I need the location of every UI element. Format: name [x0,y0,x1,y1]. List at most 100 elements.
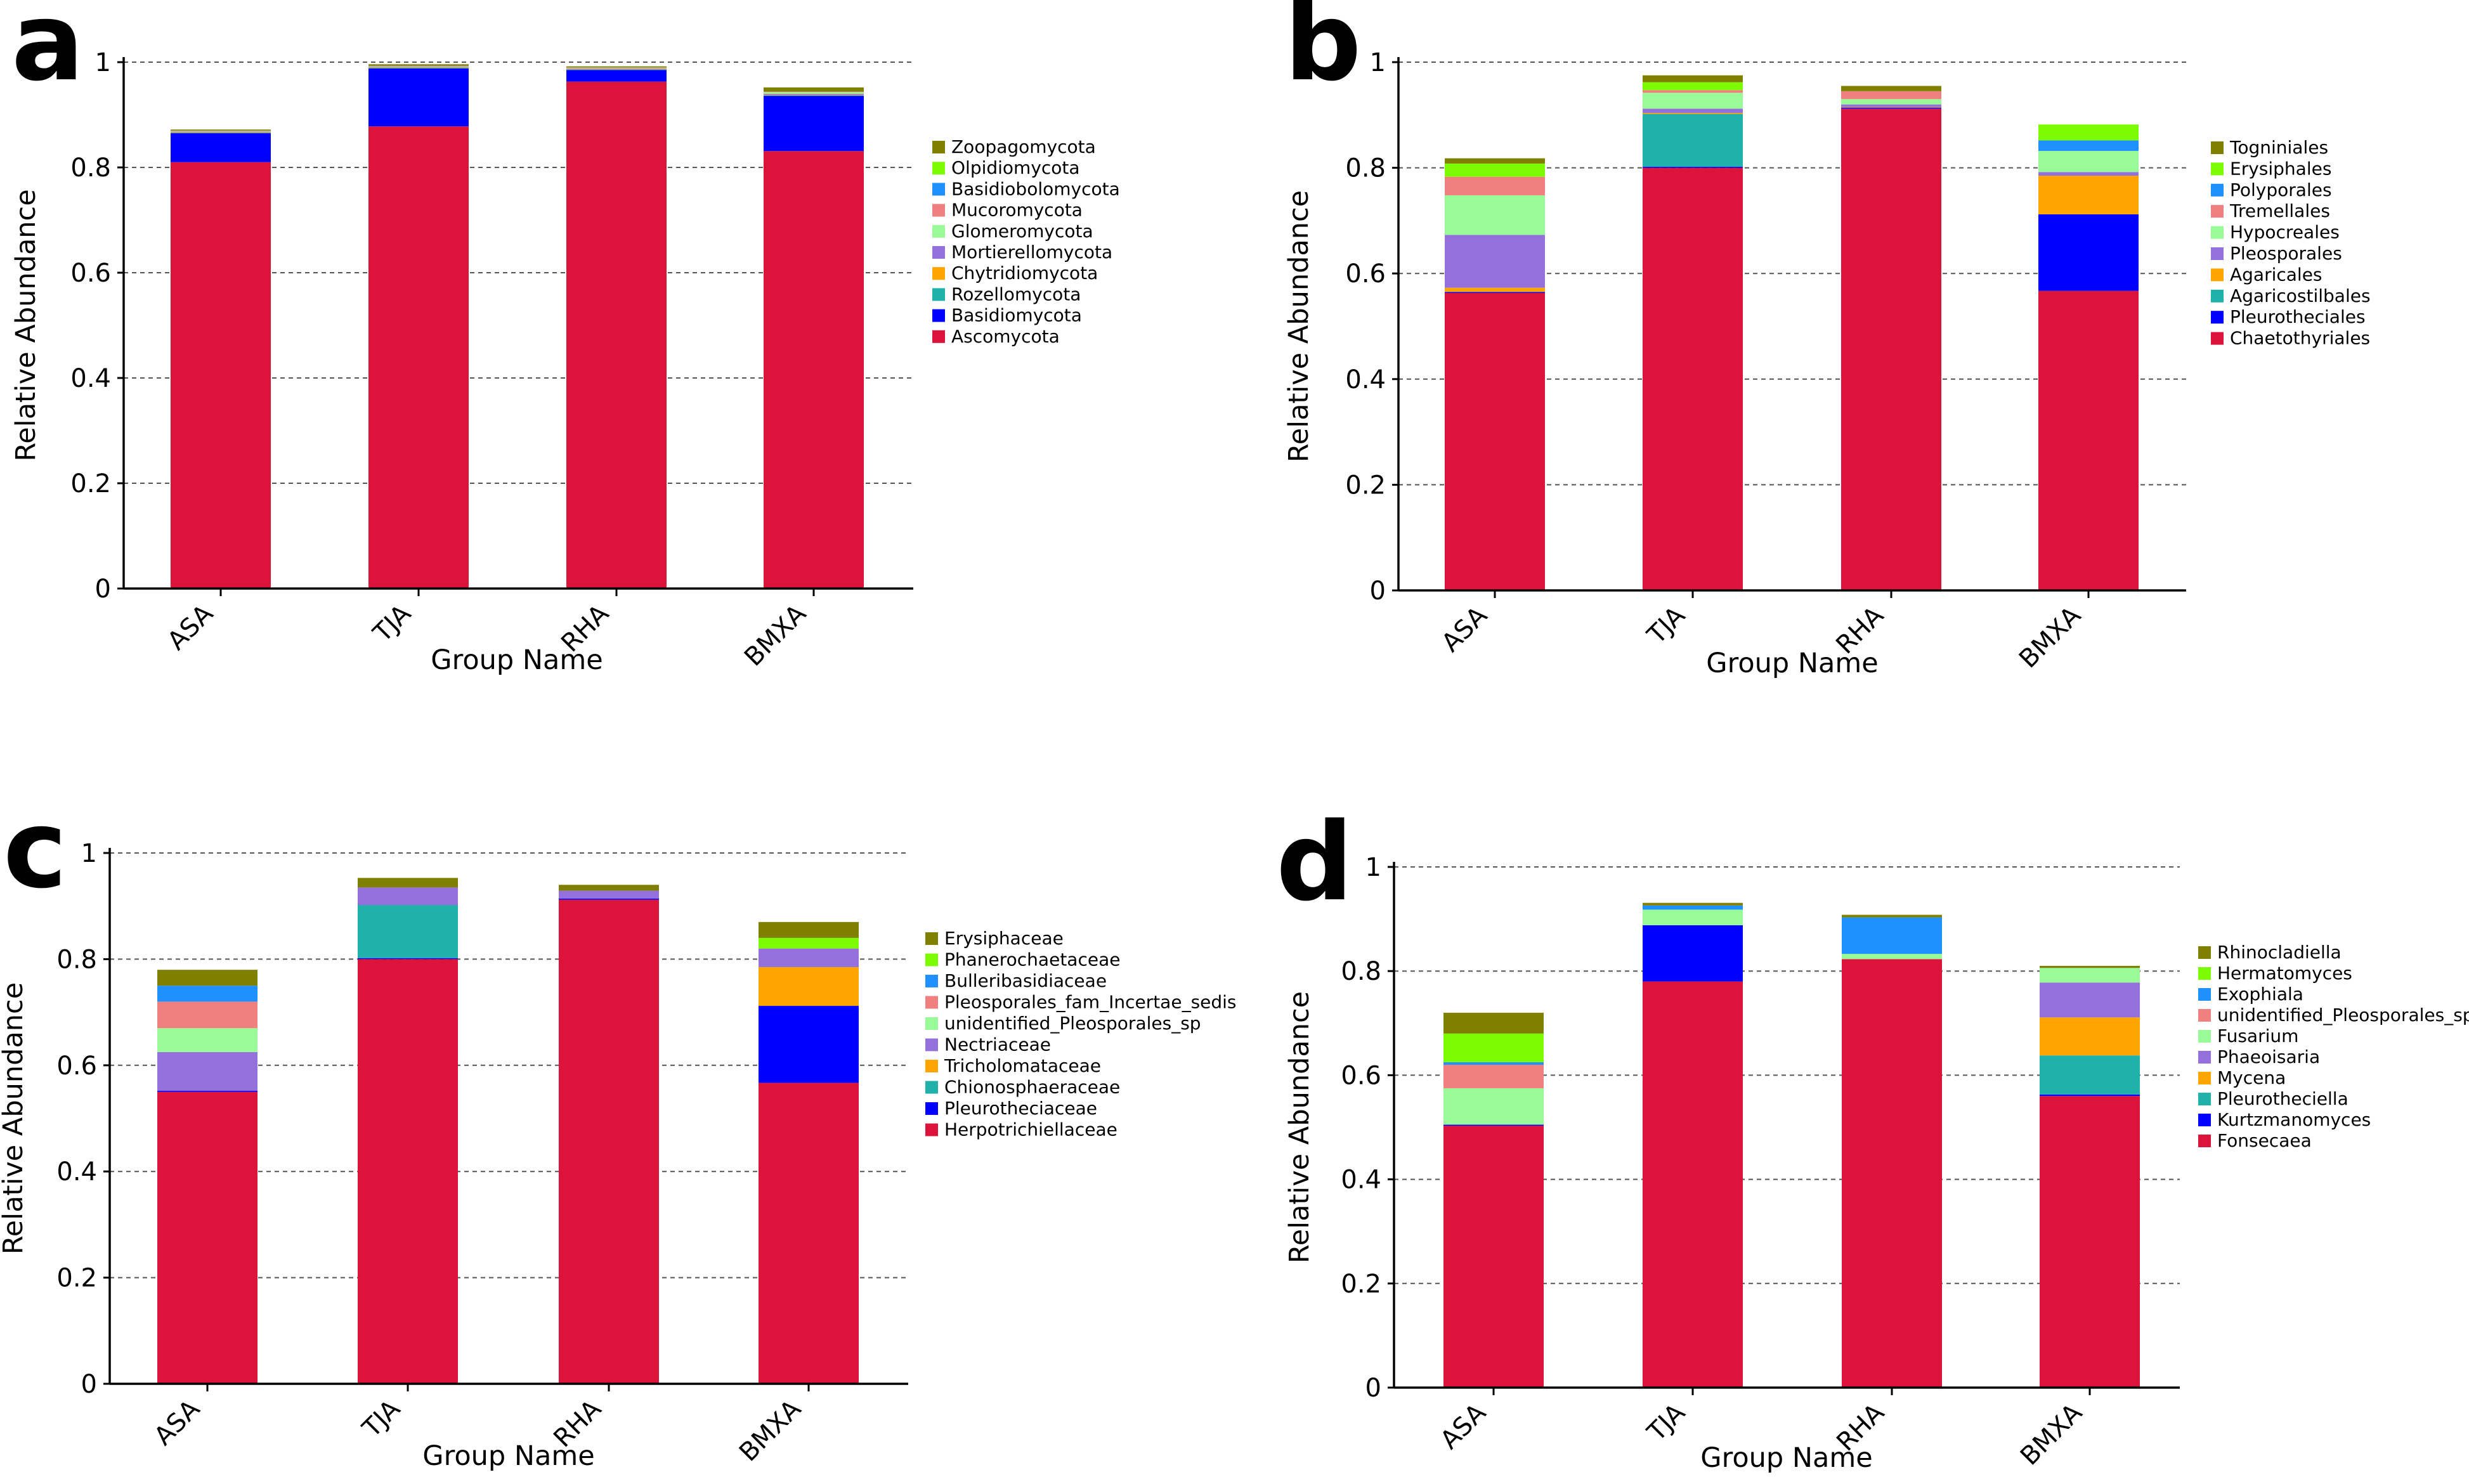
bar-segment-fonsecaea [2040,1096,2140,1388]
legend-swatch [925,1060,938,1072]
bar-segment-tremellales [1643,90,1743,93]
y-tick-label: 0.2 [56,1264,97,1293]
bar-segment-herpotrichiellaceae [358,959,458,1384]
bar-segment-zoopagomycota [566,66,667,68]
legend-swatch [925,1038,938,1051]
bar-segment-togniniales [1841,86,1941,91]
bar-segment-erysiphales [2038,124,2139,141]
bar-segment-mortierellomycota [171,131,271,133]
legend-label: Herpotrichiellaceae [944,1119,1117,1140]
legend-swatch [2211,311,2224,324]
x-tick-label: TJA [1641,601,1691,650]
legend-swatch [2198,1135,2211,1147]
bar-stack-asa [171,129,271,589]
y-tick-label: 0.4 [1345,365,1386,394]
bar-segment-erysiphaceae [559,885,659,891]
legend-swatch [925,1081,938,1094]
bar-segment-hypocreales [1445,195,1545,235]
legend-label: Polyporales [2230,179,2332,200]
bar-stack-rha [1841,86,1941,590]
bar-segment-bulleribasidiaceae [157,986,257,1002]
bar-segment-zoopagomycota [764,87,864,92]
bar-stack-rha [559,885,659,1384]
bar-segment-hypocreales [1643,93,1743,109]
legend-swatch [2198,1009,2211,1022]
bar-stack-bmxa [2038,124,2139,590]
legend-label: Glomeromycota [951,221,1093,242]
bar-segment-erysiphaceae [759,921,859,938]
bar-segment-basidiomycota [764,96,864,152]
legend-label: Phaeoisaria [2217,1046,2320,1067]
legend-swatch [932,204,945,217]
y-tick-label: 0.8 [56,945,97,974]
panel-letter: d [1276,800,1353,925]
bar-segment-mucoromycota [566,67,667,68]
y-axis-title: Relative Abundance [0,982,29,1254]
y-axis-title: Relative Abundance [10,189,42,461]
y-tick-label: 0.6 [1341,1061,1381,1090]
bar-segment-nectriaceae [759,948,859,967]
legend-swatch [2198,1093,2211,1105]
bar-segment-chytridiomycota [566,68,667,70]
x-axis-title: Group Name [1700,1442,1872,1474]
bar-segment-pleurotheciaceae [358,958,458,960]
bar-segment-agaricales [2038,176,2139,214]
bar-segment-phanerochaetaceae [759,937,859,949]
bar-segment-rhinocladiella [1643,902,1743,906]
bar-segment-fusarium [1842,954,1942,960]
legend-swatch [2198,988,2211,1001]
legend-swatch [932,183,945,196]
bar-segment-pleurotheciaceae [759,1006,859,1083]
legend-swatch [2211,226,2224,239]
legend-swatch [2211,183,2224,197]
legend-swatch [925,932,938,945]
legend-swatch [925,1102,938,1115]
bar-segment-polyporales [2038,140,2139,151]
bar-segment-hypocreales [2038,150,2139,172]
panel-letter: a [11,0,84,105]
y-tick-label: 0.2 [1341,1270,1381,1299]
bar-segment-ascomycota [368,126,469,589]
x-axis-title: Group Name [431,644,603,676]
bar-stack-tja [358,878,458,1384]
legend-label: Agaricales [2230,264,2322,285]
bar-segment-chaetothyriales [1841,108,1941,590]
legend-swatch [932,309,945,322]
bar-segment-rhinocladiella [2040,965,2140,968]
legend-swatch [2211,247,2224,260]
bar-segment-pleosporales [1841,104,1941,107]
legend-label: Fonsecaea [2217,1130,2312,1151]
legend-label: unidentified_Pleosporales_sp [944,1013,1201,1034]
legend-label: Hypocreales [2230,222,2340,243]
bar-segment-fusarium [1643,909,1743,925]
legend-label: Mucoromycota [951,200,1083,221]
legend-swatch [2211,205,2224,218]
bar-segment-pleosporales [1445,235,1545,288]
legend: ZoopagomycotaOlpidiomycotaBasidiobolomyc… [932,136,1120,347]
legend-swatch [932,330,945,343]
y-tick-label: 0.6 [1345,259,1386,289]
bar-segment-fusarium [2040,968,2140,983]
x-tick-label: TJA [367,599,417,648]
bar-segment-kurtzmanomyces [2040,1094,2140,1097]
legend-label: Chytridiomycota [951,263,1098,283]
legend-label: Nectriaceae [944,1034,1051,1055]
bar-segment-chytridiomycota [171,132,271,133]
bar-segment-pleosporales [1643,108,1743,113]
bar-segment-pleosporales [2038,172,2139,176]
bar-segment-fonsecaea [1643,981,1743,1388]
bar-stack-tja [1643,75,1743,591]
bar-segment-agaricostilbales [1643,114,1743,167]
bar-segment-unidentified-pleosporales-sp [1443,1064,1544,1088]
y-tick-label: 0.4 [56,1157,97,1187]
bar-segment-agaricales [1841,107,1941,108]
y-tick-label: 1 [1365,853,1381,882]
bar-segment-kurtzmanomyces [1443,1124,1544,1126]
y-tick-label: 0.2 [70,469,111,498]
bar-segment-agaricales [1643,112,1743,114]
bar-segment-nectriaceae [559,890,659,899]
legend-label: Pleurotheciella [2217,1088,2348,1109]
bar-segment-basidiomycota [566,70,667,82]
